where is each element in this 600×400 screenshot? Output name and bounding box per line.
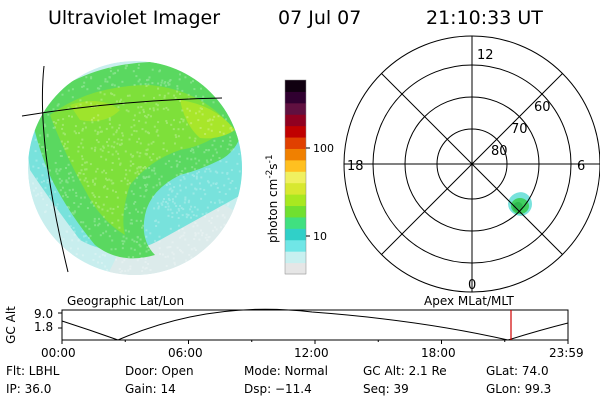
- orbit-timeline: [58, 308, 569, 344]
- earth-disk: [28, 61, 242, 275]
- colorbar-band: [285, 102, 306, 115]
- ip-value: IP: 36.0: [6, 382, 52, 396]
- instrument-title: Ultraviolet Imager: [48, 7, 221, 29]
- timeline-frame: [61, 309, 569, 341]
- colorbar-band: [285, 239, 306, 252]
- colorbar-band: [285, 216, 306, 229]
- seq-value: Seq: 39: [363, 382, 409, 396]
- polar-label-12: 12: [477, 48, 494, 63]
- colorbar-band: [285, 182, 306, 195]
- polar-label-80: 80: [491, 144, 508, 159]
- colorbar-band: [285, 194, 306, 207]
- polar-label-6: 6: [577, 159, 585, 174]
- altitude-curve: [61, 308, 569, 341]
- time-tick-3: 18:00: [421, 346, 456, 360]
- mode-value: Mode: Normal: [244, 364, 328, 378]
- colorbar-band: [285, 91, 306, 104]
- colorbar-label-10: 10: [313, 230, 327, 243]
- colorbar-band: [285, 262, 306, 275]
- dsp-value: Dsp: −11.4: [244, 382, 312, 396]
- polar-label-0: 0: [468, 278, 476, 293]
- time-tick-2: 12:00: [294, 346, 329, 360]
- polar-label-70: 70: [511, 122, 528, 137]
- colorbar-band: [285, 148, 306, 161]
- colorbar-frame: [284, 79, 307, 275]
- colorbar-band: [285, 228, 306, 241]
- geographic-latlon-label: Geographic Lat/Lon: [67, 294, 185, 308]
- colorbar-band: [285, 251, 306, 264]
- filter-value: Flt: LBHL: [6, 364, 60, 378]
- door-status: Door: Open: [125, 364, 194, 378]
- y-axis-label: GC Alt: [3, 306, 18, 344]
- polar-label-18: 18: [347, 159, 364, 174]
- polar-plot: 12 18 6 0 60 70 80: [343, 35, 600, 293]
- apex-mlat-mlt-label: Apex MLat/MLT: [424, 294, 514, 308]
- timeline-ticks: [61, 340, 569, 344]
- time-tick-0: 00:00: [41, 346, 76, 360]
- gain-value: Gain: 14: [125, 382, 176, 396]
- colorbar-band: [285, 125, 306, 138]
- latitude-line: [21, 97, 223, 117]
- colorbar: [285, 80, 306, 275]
- colorbar-band: [285, 80, 306, 92]
- colorbar-band: [285, 205, 306, 218]
- glat-value: GLat: 74.0: [486, 364, 549, 378]
- polar-diagonal-2: [381, 73, 563, 255]
- colorbar-band: [285, 114, 306, 127]
- colorbar-label-100: 100: [313, 142, 334, 155]
- colorbar-band: [285, 171, 306, 184]
- date-label: 07 Jul 07: [278, 7, 362, 29]
- glon-value: GLon: 99.3: [486, 382, 552, 396]
- colorbar-band: [285, 159, 306, 172]
- time-label: 21:10:33 UT: [426, 7, 543, 29]
- meridian-line: [41, 65, 69, 273]
- polar-label-60: 60: [534, 100, 551, 115]
- colorbar-band: [285, 137, 306, 149]
- y-axis-bottom-value: 1.8: [34, 320, 54, 334]
- y-axis-top-value: 9.0: [34, 307, 54, 321]
- colorbar-unit-label: photon cm-2s-1: [265, 154, 280, 243]
- time-tick-4: 23:59: [549, 346, 584, 360]
- time-tick-1: 06:00: [168, 346, 203, 360]
- gc-altitude-value: GC Alt: 2.1 Re: [363, 364, 447, 378]
